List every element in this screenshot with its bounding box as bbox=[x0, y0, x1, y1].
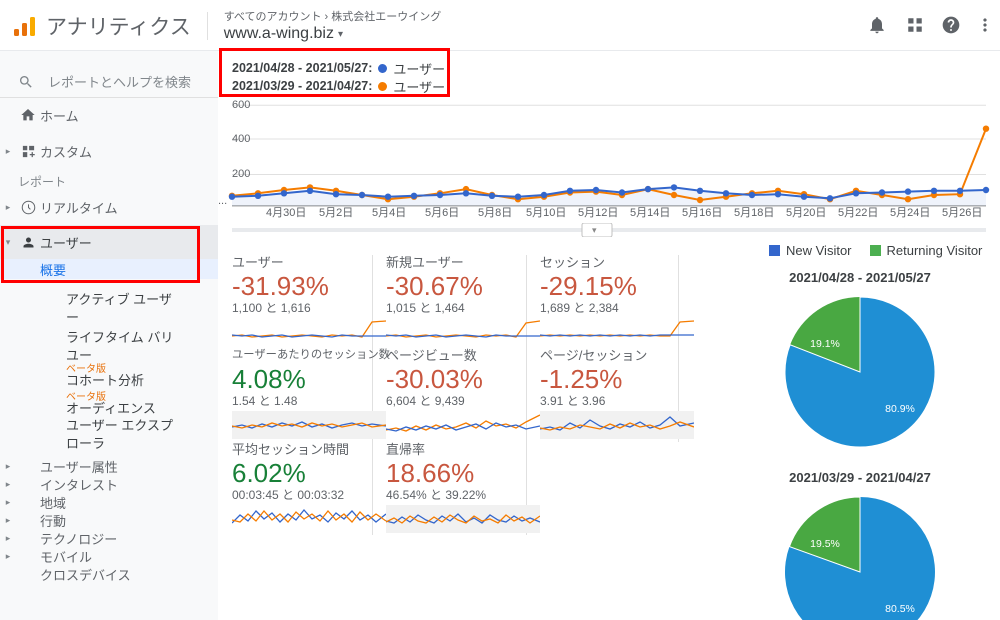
svg-text:▾: ▾ bbox=[592, 225, 597, 235]
svg-text:80.9%: 80.9% bbox=[885, 403, 915, 415]
svg-text:19.5%: 19.5% bbox=[810, 538, 840, 550]
svg-text:80.5%: 80.5% bbox=[885, 603, 915, 615]
svg-text:19.1%: 19.1% bbox=[810, 338, 840, 350]
